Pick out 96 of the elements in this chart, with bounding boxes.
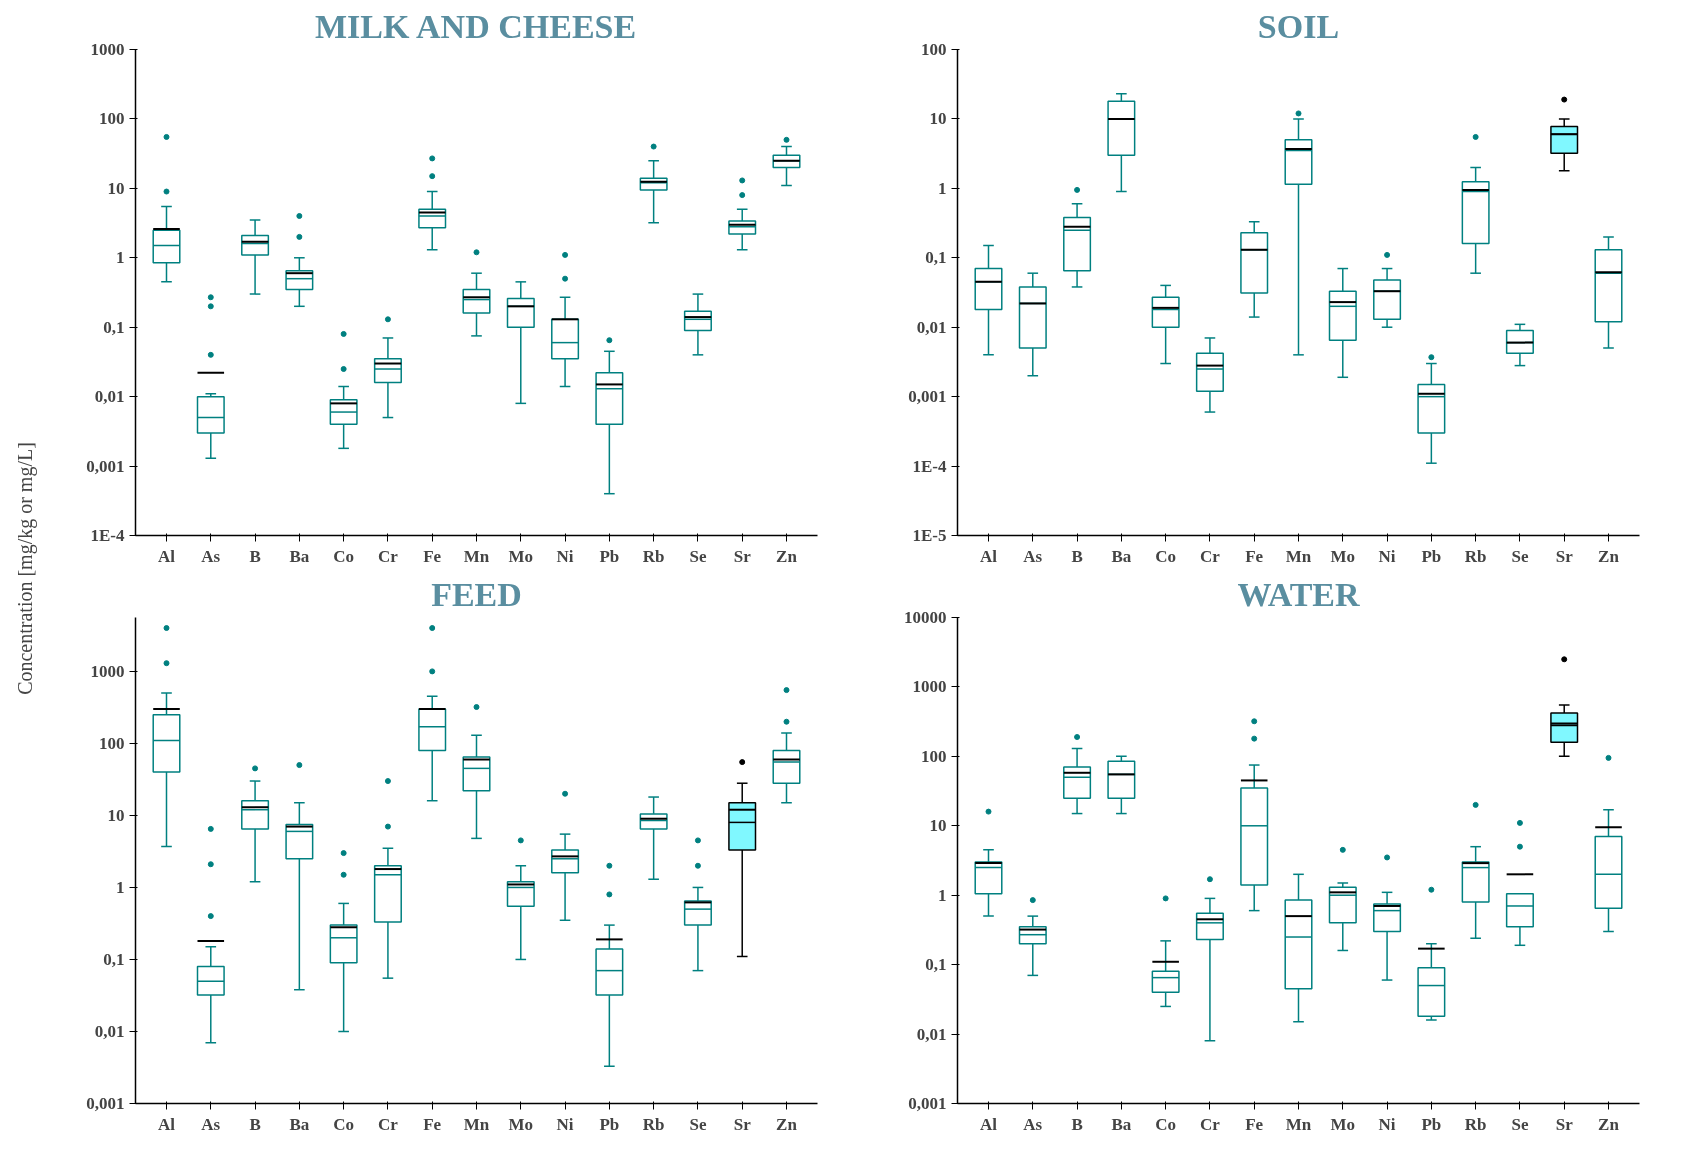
y-tick-label: 0,01 — [94, 387, 125, 407]
x-tick-label: Al — [980, 546, 998, 566]
x-tick-label: B — [1071, 546, 1083, 566]
x-tick-label: Se — [689, 1114, 707, 1134]
y-tick-label: 0,1 — [925, 955, 947, 975]
x-tick-label: Zn — [776, 1114, 798, 1134]
y-tick-label: 0,1 — [925, 248, 947, 268]
x-tick-label: B — [1071, 1114, 1083, 1134]
chart-title: MILK AND CHEESE — [314, 7, 637, 45]
y-tick-label: 0,01 — [916, 1024, 947, 1044]
y-tick-label: 0,001 — [86, 456, 125, 476]
x-tick-label: Zn — [1598, 546, 1620, 566]
x-tick-label: Ba — [289, 546, 310, 566]
y-tick-label: 0,001 — [86, 1094, 125, 1113]
y-tick-label: 0,01 — [94, 1021, 125, 1041]
x-tick-label: Pb — [599, 1114, 620, 1134]
x-tick-label: Mo — [1330, 546, 1356, 566]
x-tick-label: Fe — [1245, 546, 1264, 566]
x-tick-label: Rb — [1464, 546, 1487, 566]
x-tick-label: Mo — [508, 546, 534, 566]
x-tick-label: Ba — [1111, 1114, 1132, 1134]
x-tick-label: Cr — [1200, 1114, 1221, 1134]
y-axis-title: Concentration [mg/kg or mg/L] — [13, 442, 37, 695]
x-tick-label: B — [249, 1114, 261, 1134]
x-tick-label: Fe — [1245, 1114, 1264, 1134]
x-tick-label: Co — [333, 1114, 355, 1134]
y-tick-label: 10 — [107, 178, 125, 198]
y-tick-label: 10 — [929, 109, 947, 129]
y-tick-label: 1000 — [90, 661, 125, 681]
x-tick-label: Ba — [289, 1114, 310, 1134]
y-tick-label: 1E-4 — [912, 456, 947, 476]
x-tick-label: Al — [158, 546, 176, 566]
x-tick-label: Zn — [776, 546, 798, 566]
x-tick-label: Fe — [423, 546, 442, 566]
y-tick-label: 1 — [938, 178, 947, 198]
x-tick-label: Co — [1155, 1114, 1177, 1134]
x-tick-label: Ni — [1378, 1114, 1396, 1134]
y-tick-label: 0,01 — [916, 317, 947, 337]
x-tick-label: Cr — [1200, 546, 1221, 566]
x-tick-label: Se — [1511, 546, 1529, 566]
x-tick-label: Rb — [1464, 1114, 1487, 1134]
y-tick-label: 1 — [116, 877, 125, 897]
y-tick-label: 10 — [929, 816, 947, 836]
x-tick-label: As — [1023, 1114, 1043, 1134]
x-tick-label: Co — [1155, 546, 1177, 566]
x-tick-label: Ni — [1378, 546, 1396, 566]
y-tick-label: 1E-4 — [90, 526, 125, 545]
x-tick-label: B — [249, 546, 261, 566]
chart-title: WATER — [1237, 575, 1361, 613]
x-tick-label: Pb — [1421, 1114, 1442, 1134]
y-tick-label: 10 — [107, 805, 125, 825]
x-tick-label: Rb — [642, 1114, 665, 1134]
x-tick-label: Sr — [733, 546, 752, 566]
x-tick-label: Se — [1511, 1114, 1529, 1134]
y-tick-label: 1 — [938, 885, 947, 905]
x-tick-label: Zn — [1598, 1114, 1620, 1134]
y-tick-label: 0,1 — [103, 317, 125, 337]
x-tick-label: Mn — [463, 546, 490, 566]
x-tick-label: Cr — [378, 1114, 399, 1134]
x-tick-label: Se — [689, 546, 707, 566]
x-tick-label: Mn — [463, 1114, 490, 1134]
y-tick-label: 0,1 — [103, 949, 125, 969]
x-tick-label: Mo — [1330, 1114, 1356, 1134]
y-tick-label: 0,001 — [908, 1094, 947, 1113]
x-tick-label: Mo — [508, 1114, 534, 1134]
y-tick-label: 1000 — [912, 677, 947, 697]
y-tick-label: 100 — [921, 40, 947, 59]
x-tick-label: Mn — [1285, 546, 1312, 566]
x-tick-label: Mn — [1285, 1114, 1312, 1134]
x-tick-label: Ni — [556, 1114, 574, 1134]
x-tick-label: Fe — [423, 1114, 442, 1134]
y-tick-label: 1E-5 — [912, 526, 947, 545]
x-tick-label: As — [201, 546, 221, 566]
chart-title: SOIL — [1257, 7, 1340, 45]
x-tick-label: As — [201, 1114, 221, 1134]
y-tick-label: 10000 — [904, 608, 947, 627]
x-tick-label: Pb — [599, 546, 620, 566]
chart-title: FEED — [431, 575, 522, 613]
x-tick-label: Ba — [1111, 546, 1132, 566]
x-tick-label: Co — [333, 546, 355, 566]
x-tick-label: Sr — [1555, 1114, 1574, 1134]
x-tick-label: Pb — [1421, 546, 1442, 566]
y-tick-label: 0,001 — [908, 387, 947, 407]
x-tick-label: Sr — [1555, 546, 1574, 566]
x-tick-label: Sr — [733, 1114, 752, 1134]
x-tick-label: Al — [158, 1114, 176, 1134]
x-tick-label: Al — [980, 1114, 998, 1134]
y-tick-label: 1 — [116, 248, 125, 268]
y-tick-label: 100 — [99, 109, 125, 129]
x-tick-label: Cr — [378, 546, 399, 566]
x-tick-label: As — [1023, 546, 1043, 566]
y-tick-label: 100 — [921, 746, 947, 766]
y-tick-label: 1000 — [90, 40, 125, 59]
x-tick-label: Ni — [556, 546, 574, 566]
x-tick-label: Rb — [642, 546, 665, 566]
y-tick-label: 100 — [99, 733, 125, 753]
